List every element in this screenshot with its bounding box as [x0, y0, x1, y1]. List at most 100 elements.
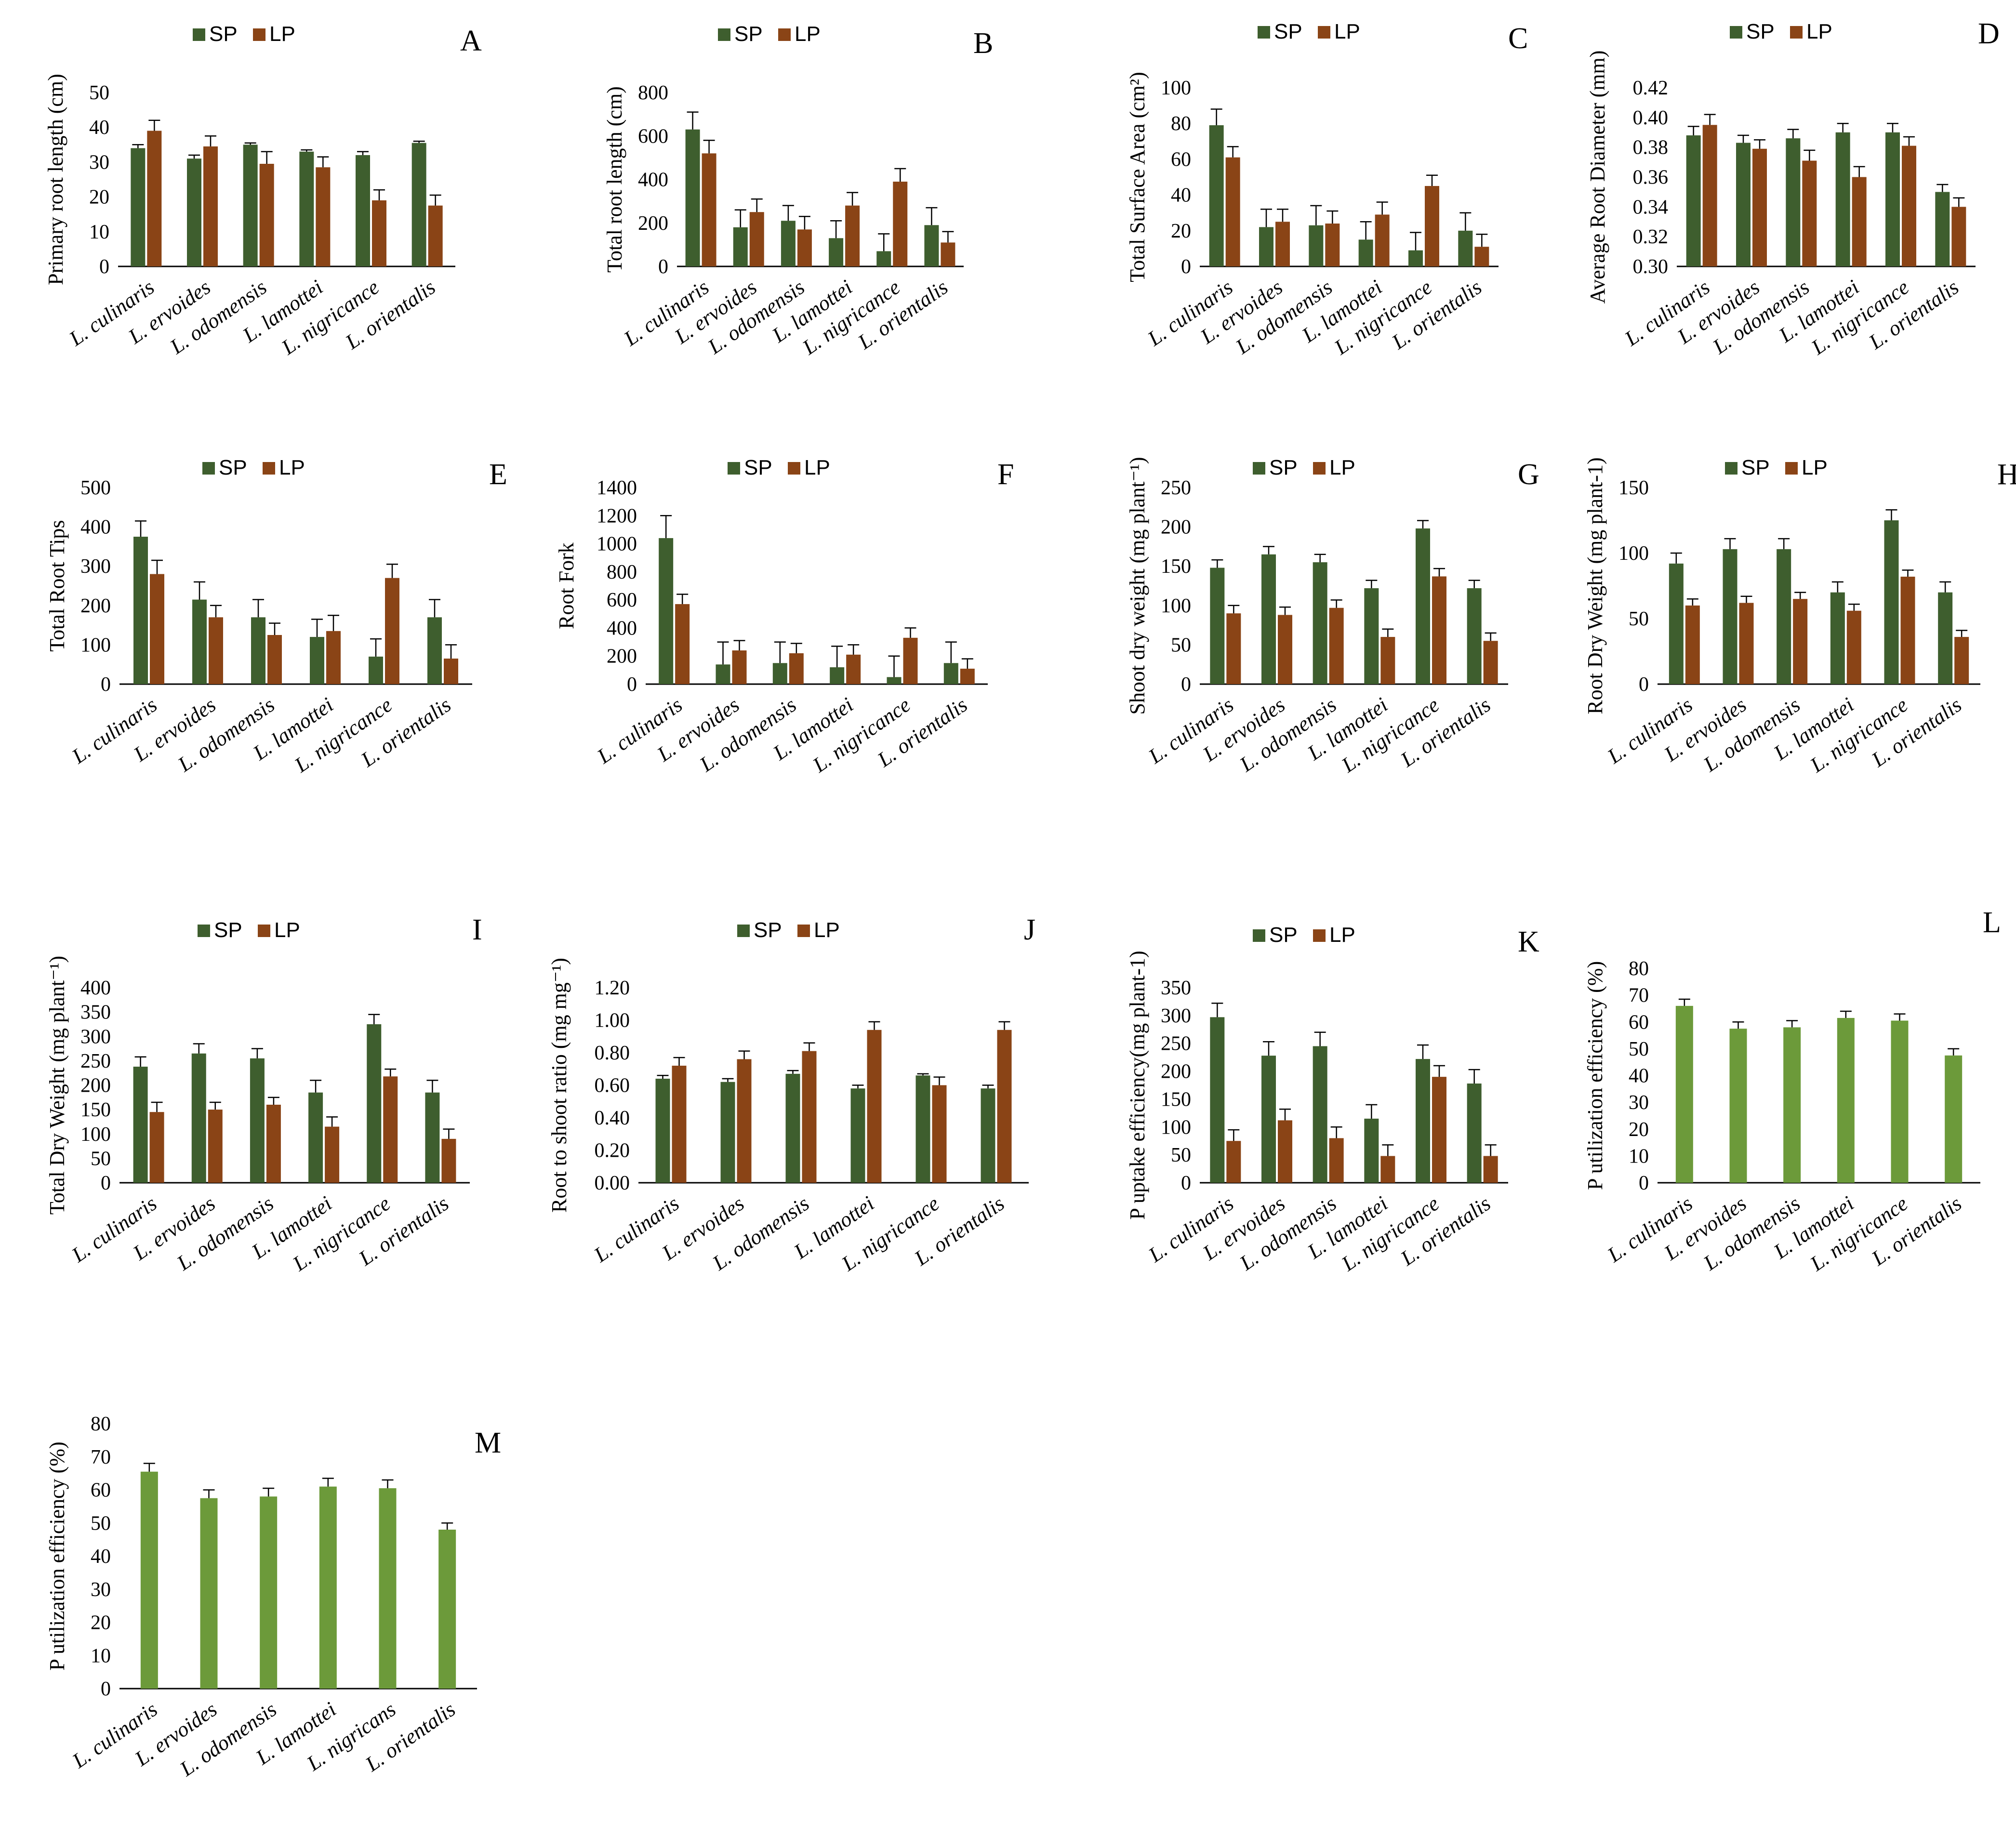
bar-lp	[932, 1085, 947, 1183]
legend-label-lp: LP	[814, 918, 840, 942]
y-tick-label: 30	[91, 1579, 111, 1601]
y-tick-label: 0.80	[595, 1042, 630, 1064]
bar-sp	[427, 617, 442, 684]
y-tick-label: 1000	[597, 533, 637, 555]
bar-sp	[1364, 588, 1379, 684]
y-tick-label: 0.20	[595, 1140, 630, 1162]
y-tick-label: 0	[1639, 674, 1649, 696]
bar-lp	[1902, 145, 1916, 266]
y-tick-label: 150	[1618, 477, 1649, 499]
bar-lp	[1226, 613, 1241, 684]
y-tick-label: 80	[91, 1413, 111, 1435]
legend-swatch-sp	[1253, 929, 1265, 942]
bar-sp	[785, 1073, 800, 1183]
y-tick-label: 0.40	[1633, 107, 1669, 129]
bars	[655, 1021, 1012, 1183]
y-axis-title: Total Surface Area (cm²)	[1126, 72, 1149, 282]
bar-lp	[797, 229, 812, 266]
bar-sp	[1669, 563, 1684, 684]
y-tick-label: 250	[1161, 1033, 1191, 1055]
y-axis: 0 50 100 150 200 250	[1161, 477, 1191, 696]
y-axis-title: Primary root length (cm)	[44, 74, 67, 285]
legend: SP LP	[193, 22, 295, 46]
y-tick-label: 100	[1161, 77, 1191, 99]
y-tick-label: 30	[1629, 1092, 1649, 1114]
y-tick-label: 50	[1629, 1038, 1649, 1060]
bar-lp	[1483, 641, 1498, 684]
y-axis-title: P uptake efficiency(mg plant-1)	[1126, 951, 1149, 1219]
bar-value	[1945, 1055, 1963, 1183]
legend-label-lp: LP	[1329, 456, 1355, 479]
legend-swatch-lp	[1313, 462, 1326, 475]
y-tick-label: 0	[101, 1678, 111, 1700]
y-tick-label: 0	[627, 674, 637, 696]
y-tick-label: 0.60	[595, 1075, 630, 1097]
panel-letter: I	[472, 913, 482, 946]
legend-swatch-lp	[1313, 929, 1326, 942]
bar-sp	[310, 637, 324, 684]
bar-value	[260, 1496, 278, 1689]
bar-sp	[915, 1075, 930, 1183]
bar-lp	[702, 153, 716, 266]
bar-sp	[356, 155, 370, 266]
y-tick-label: 0	[1181, 1172, 1191, 1194]
bar-sp	[308, 1092, 323, 1183]
legend-label-lp: LP	[1334, 20, 1360, 43]
bar-sp	[1830, 592, 1845, 684]
chart-panel-d: D SP LP 0.30 0.32 0.34 0.36 0.38 0.40 0.42 Average…	[1586, 17, 2000, 359]
y-tick-label: 800	[638, 82, 668, 104]
legend-label-lp: LP	[804, 456, 830, 479]
bar-sp	[192, 599, 207, 684]
y-tick-label: 70	[91, 1446, 111, 1468]
chart-panel-a: A SP LP 0 10 20 30 40 50 Primary root length (cm)…	[44, 22, 482, 359]
y-tick-label: 50	[89, 82, 109, 104]
legend-swatch-sp	[1253, 462, 1265, 475]
bar-value	[1783, 1027, 1801, 1183]
bar-sp	[1210, 568, 1225, 684]
bar-lp	[1226, 1141, 1241, 1183]
legend: SP LP	[1258, 20, 1360, 43]
chart-panel-m: M 0 10 20 30 40 50 60 70 80 P utilization efficien…	[45, 1413, 501, 1781]
panel-letter: A	[460, 25, 482, 57]
legend-swatch-sp	[198, 925, 210, 937]
y-tick-label: 10	[89, 221, 109, 243]
y-axis: 0 50 100 150	[1618, 477, 1649, 696]
bar-sp	[1259, 227, 1273, 266]
y-tick-label: 0.32	[1633, 226, 1669, 248]
bar-lp	[749, 212, 764, 266]
y-tick-label: 100	[80, 1123, 111, 1146]
y-tick-label: 350	[1161, 977, 1191, 999]
legend-label-sp: SP	[1274, 20, 1302, 43]
legend-swatch-lp	[778, 28, 791, 41]
bar-lp	[1225, 157, 1240, 266]
chart-panel-h: H SP LP 0 50 100 150 Root Dry Weight (mg plant-…	[1583, 456, 2016, 777]
bar-lp	[1278, 1120, 1292, 1183]
bar-sp	[1408, 250, 1423, 266]
chart-panel-c: C SP LP 0 20 40 60 80 100 Total Surface Area (cm²…	[1126, 20, 1528, 359]
y-tick-label: 30	[89, 151, 109, 173]
bar-lp	[1702, 125, 1717, 266]
y-tick-label: 0	[1181, 256, 1191, 278]
bar-lp	[326, 631, 341, 684]
bar-sp	[772, 663, 787, 684]
bar-sp	[1467, 1084, 1482, 1183]
bar-sp	[716, 664, 730, 684]
y-tick-label: 60	[1629, 1011, 1649, 1033]
bar-sp	[829, 238, 844, 266]
y-tick-label: 500	[80, 477, 111, 499]
bar-sp	[733, 227, 748, 266]
y-tick-label: 200	[1161, 516, 1191, 539]
bar-sp	[1309, 225, 1324, 266]
bar-lp	[960, 668, 975, 684]
bar-lp	[1329, 1138, 1344, 1183]
legend: SP LP	[202, 456, 305, 479]
bar-sp	[133, 537, 148, 684]
y-tick-label: 100	[1161, 595, 1191, 617]
legend-swatch-lp	[1785, 462, 1798, 475]
y-tick-label: 20	[1171, 220, 1191, 242]
y-axis-title: P utilization efficiency (%)	[1583, 961, 1607, 1190]
